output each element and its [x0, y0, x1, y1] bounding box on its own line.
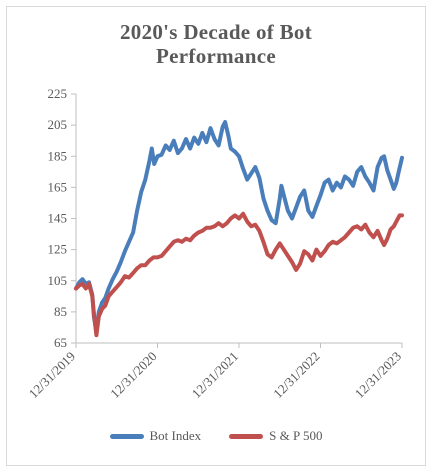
legend: Bot Index S & P 500 [0, 428, 432, 444]
chart-title-line-2: Performance [156, 44, 276, 68]
chart-title: 2020's Decade of Bot Performance [0, 20, 432, 68]
y-tick-label: 145 [48, 211, 68, 226]
chart-title-line-1: 2020's Decade of Bot [119, 20, 313, 44]
series-line-sp500 [74, 211, 404, 338]
legend-item-bot-index: Bot Index [109, 428, 202, 444]
y-tick-label: 225 [48, 86, 68, 101]
x-tick-label: 12/31/2020 [107, 349, 159, 401]
y-tick-label: 65 [54, 335, 67, 350]
y-tick-label: 85 [54, 304, 67, 319]
y-tick-label: 165 [48, 179, 68, 194]
legend-swatch-sp500 [229, 433, 264, 439]
x-tick-label: 12/31/2022 [270, 349, 322, 401]
y-tick-label: 205 [48, 117, 68, 132]
series-line-bot-index [74, 120, 404, 335]
x-tick-label: 12/31/2021 [189, 349, 241, 401]
y-tick-label: 185 [48, 148, 68, 163]
x-tick-label: 12/31/2019 [26, 349, 78, 401]
x-axis: 12/31/2019 12/31/2020 12/31/2021 12/31/2022… [26, 342, 404, 401]
series-group [74, 120, 404, 338]
legend-swatch-bot-index [109, 433, 144, 439]
legend-item-sp500: S & P 500 [229, 428, 322, 444]
y-axis: 65 85 105 125 145 165 185 205 225 [48, 86, 77, 350]
y-tick-label: 125 [48, 242, 68, 257]
y-tick-label: 105 [48, 273, 68, 288]
legend-label-sp500: S & P 500 [269, 428, 323, 443]
legend-label-bot-index: Bot Index [149, 428, 202, 443]
x-tick-label: 12/31/2023 [352, 349, 404, 401]
